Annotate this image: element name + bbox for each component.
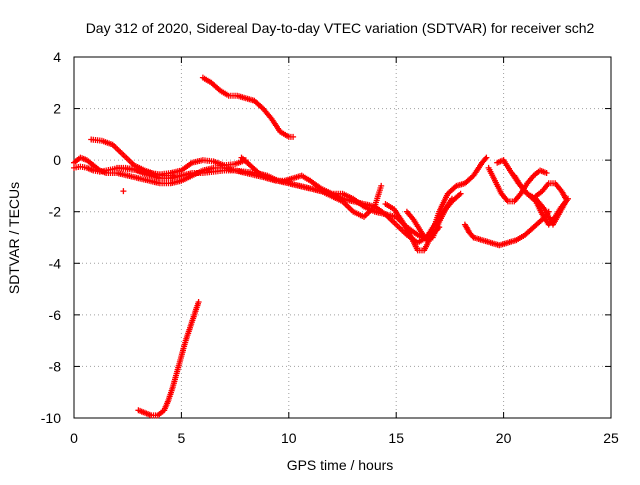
data-point-markers	[114, 157, 249, 178]
y-tick-label: 0	[53, 152, 61, 168]
chart-title: Day 312 of 2020, Sidereal Day-to-day VTE…	[86, 20, 595, 36]
x-tick-label: 15	[388, 430, 404, 446]
x-tick-label: 5	[178, 430, 186, 446]
series-arc-14	[532, 180, 569, 202]
series-arc-9	[403, 195, 455, 244]
data-point-markers	[135, 299, 202, 419]
series-arc-6	[199, 74, 297, 140]
y-tick-label: -8	[49, 358, 62, 374]
data-point-markers	[403, 195, 455, 244]
data-point-markers	[120, 188, 127, 195]
x-tick-label: 20	[496, 430, 512, 446]
x-axis-label: GPS time / hours	[287, 457, 394, 473]
series-isolated	[120, 188, 127, 195]
series-arc-11	[485, 164, 550, 205]
y-tick-label: 4	[53, 49, 61, 65]
y-tick-label: -2	[49, 204, 62, 220]
grid-layer	[74, 57, 611, 418]
y-tick-label: -10	[41, 410, 61, 426]
plot-frame	[73, 56, 612, 419]
x-tick-label: 0	[70, 430, 78, 446]
y-tick-label: 2	[53, 101, 61, 117]
data-point-markers	[485, 164, 550, 205]
x-tick-label: 10	[281, 430, 297, 446]
series-arc-4	[114, 157, 249, 178]
data-point-markers	[199, 74, 297, 140]
x-tick-label: 25	[603, 430, 619, 446]
y-axis-label: SDTVAR / TECUs	[6, 182, 22, 294]
y-tick-label: -4	[49, 255, 62, 271]
series-arc-7	[135, 299, 202, 419]
data-marks	[71, 74, 571, 419]
series-arc-13	[511, 172, 571, 228]
data-point-markers	[511, 172, 571, 228]
series-arc-10	[461, 208, 552, 249]
y-tick-label: -6	[49, 307, 62, 323]
data-point-markers	[532, 180, 569, 202]
data-point-markers	[461, 208, 552, 249]
